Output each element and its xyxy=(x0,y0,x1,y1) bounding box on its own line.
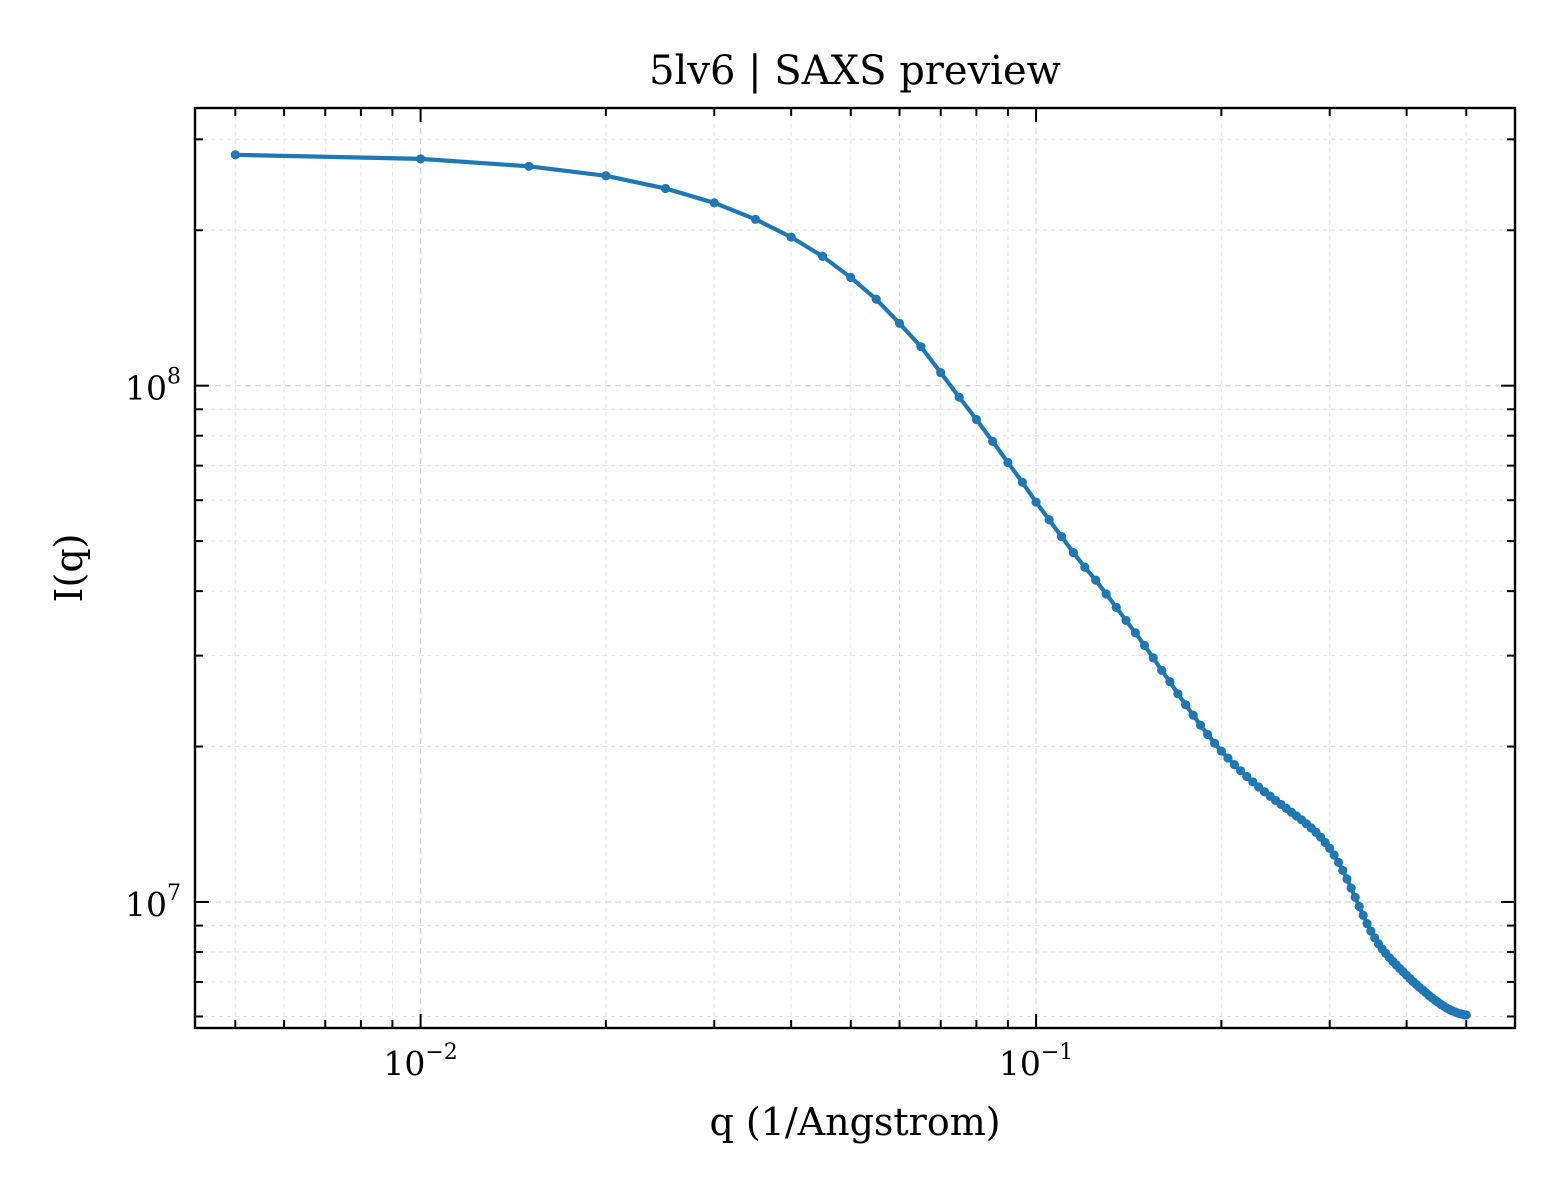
data-point xyxy=(786,232,796,242)
x-axis-label: q (1/Angstrom) xyxy=(709,1100,1000,1144)
data-point xyxy=(916,342,926,352)
data-point xyxy=(1181,700,1191,710)
data-point xyxy=(1223,753,1233,763)
data-point xyxy=(1342,874,1352,884)
data-point xyxy=(1139,640,1150,651)
chart-title: 5lv6 | SAXS preview xyxy=(649,48,1061,94)
data-point xyxy=(1080,562,1090,572)
data-point xyxy=(954,392,964,402)
data-point xyxy=(1350,892,1360,902)
x-tick-label: 10−2 xyxy=(383,1040,457,1083)
plot-frame xyxy=(193,106,1517,1030)
data-point xyxy=(1068,547,1079,558)
data-point xyxy=(1091,575,1101,585)
data-point xyxy=(1209,738,1220,748)
data-point xyxy=(1044,515,1054,525)
data-point xyxy=(230,150,240,160)
data-point xyxy=(988,436,998,446)
data-point xyxy=(1236,766,1246,776)
data-point xyxy=(1366,926,1376,936)
x-tick-label: 10−1 xyxy=(999,1040,1073,1083)
data-point xyxy=(1148,653,1158,663)
data-point xyxy=(1229,760,1239,770)
data-point xyxy=(1362,919,1372,929)
data-point xyxy=(1338,865,1348,876)
data-point xyxy=(1195,720,1206,730)
data-point xyxy=(1242,771,1252,782)
data-point xyxy=(1333,857,1344,867)
data-point xyxy=(1003,457,1013,468)
data-point xyxy=(1461,1010,1471,1020)
data-point xyxy=(1325,843,1335,853)
series-layer xyxy=(230,150,1471,1020)
data-point xyxy=(1121,615,1131,626)
data-point xyxy=(524,161,534,171)
data-point xyxy=(1346,883,1356,893)
data-point xyxy=(971,414,982,425)
data-point xyxy=(1173,689,1183,699)
data-point xyxy=(1101,589,1111,599)
data-point xyxy=(894,318,905,329)
data-point xyxy=(1111,602,1121,612)
data-point xyxy=(871,294,881,304)
data-point xyxy=(1354,901,1364,912)
y-tick-label: 108 xyxy=(125,365,181,408)
data-point xyxy=(1157,665,1167,675)
data-point xyxy=(709,198,719,208)
data-point xyxy=(1056,532,1067,542)
y-axis-label: I(q) xyxy=(47,534,91,603)
tick-labels: 10−2 10−1 107 108 xyxy=(125,365,1073,1083)
data-point xyxy=(1165,677,1175,687)
data-point xyxy=(1130,628,1140,638)
data-point xyxy=(818,251,828,261)
data-point xyxy=(660,183,671,194)
data-point xyxy=(1358,910,1368,920)
data-point xyxy=(601,171,611,181)
data-point xyxy=(1017,477,1027,487)
y-tick-label: 107 xyxy=(125,881,181,924)
ticks xyxy=(195,108,1515,1028)
grid xyxy=(195,108,1515,1028)
data-point xyxy=(846,272,856,283)
data-point xyxy=(1329,850,1339,860)
data-point xyxy=(1203,729,1213,740)
data-point xyxy=(750,214,761,224)
data-point xyxy=(1031,497,1041,507)
data-point xyxy=(936,368,946,378)
data-point xyxy=(415,154,426,164)
data-point xyxy=(1216,746,1226,756)
data-point xyxy=(1188,710,1198,720)
